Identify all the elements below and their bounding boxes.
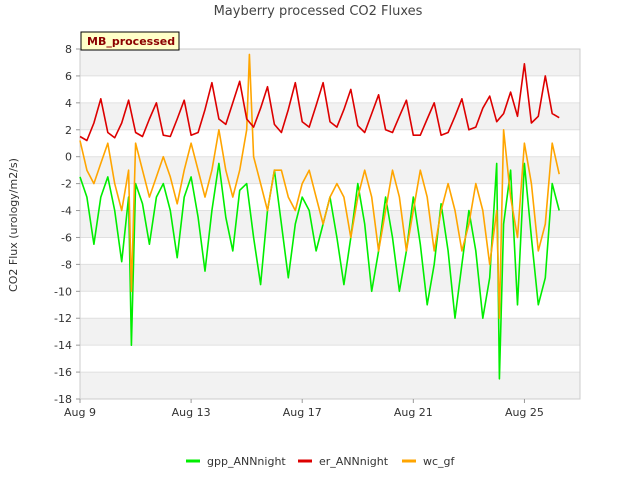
x-tick-label: Aug 13 xyxy=(172,406,211,419)
y-tick-label: -14 xyxy=(54,339,72,352)
y-tick-label: -4 xyxy=(61,205,72,218)
x-tick-label: Aug 17 xyxy=(283,406,322,419)
x-tick-label: Aug 25 xyxy=(505,406,544,419)
chart-title: Mayberry processed CO2 Fluxes xyxy=(214,4,423,19)
y-tick-label: 6 xyxy=(65,70,72,83)
y-tick-label: -2 xyxy=(61,178,72,191)
y-tick-label: -16 xyxy=(54,366,72,379)
x-axis: Aug 9 Aug 13 Aug 17 Aug 21 Aug 25 xyxy=(64,399,544,419)
plot-bands xyxy=(80,48,580,400)
series-line-er_ANNnight xyxy=(79,62,560,142)
legend-label: er_ANNnight xyxy=(319,455,389,468)
series-lines xyxy=(79,53,560,380)
y-tick-label: 4 xyxy=(65,97,72,110)
series-line-wc_gf xyxy=(79,53,560,320)
y-tick-label: -10 xyxy=(54,285,72,298)
plot-frame xyxy=(79,48,581,400)
x-tick-label: Aug 9 xyxy=(64,406,96,419)
legend: gpp_ANNnight er_ANNnight wc_gf xyxy=(186,455,456,468)
y-tick-label: -8 xyxy=(61,258,72,271)
y-axis: 8 6 4 2 0 -2 -4 -6 -8 -10 -12 -14 -16 -18 xyxy=(54,43,80,406)
y-tick-label: 0 xyxy=(65,151,72,164)
plot-band xyxy=(80,49,580,76)
plot-band xyxy=(80,264,580,292)
legend-label: wc_gf xyxy=(423,455,456,468)
y-tick-label: -6 xyxy=(61,231,72,244)
plot-band xyxy=(80,102,580,130)
x-tick-label: Aug 21 xyxy=(394,406,433,419)
badge-label: MB_processed xyxy=(87,35,175,48)
badge: MB_processed xyxy=(80,31,180,51)
y-axis-label: CO2 Flux (urology/m2/s) xyxy=(7,158,20,292)
plot-band xyxy=(80,318,580,346)
legend-label: gpp_ANNnight xyxy=(207,455,286,468)
badge-box xyxy=(80,31,180,51)
y-tick-label: -18 xyxy=(54,393,72,406)
plot-band xyxy=(80,372,580,399)
y-tick-label: 2 xyxy=(65,124,72,137)
y-tick-label: -12 xyxy=(54,312,72,325)
y-tick-label: 8 xyxy=(65,43,72,56)
series-line-gpp_ANNnight xyxy=(79,162,560,380)
